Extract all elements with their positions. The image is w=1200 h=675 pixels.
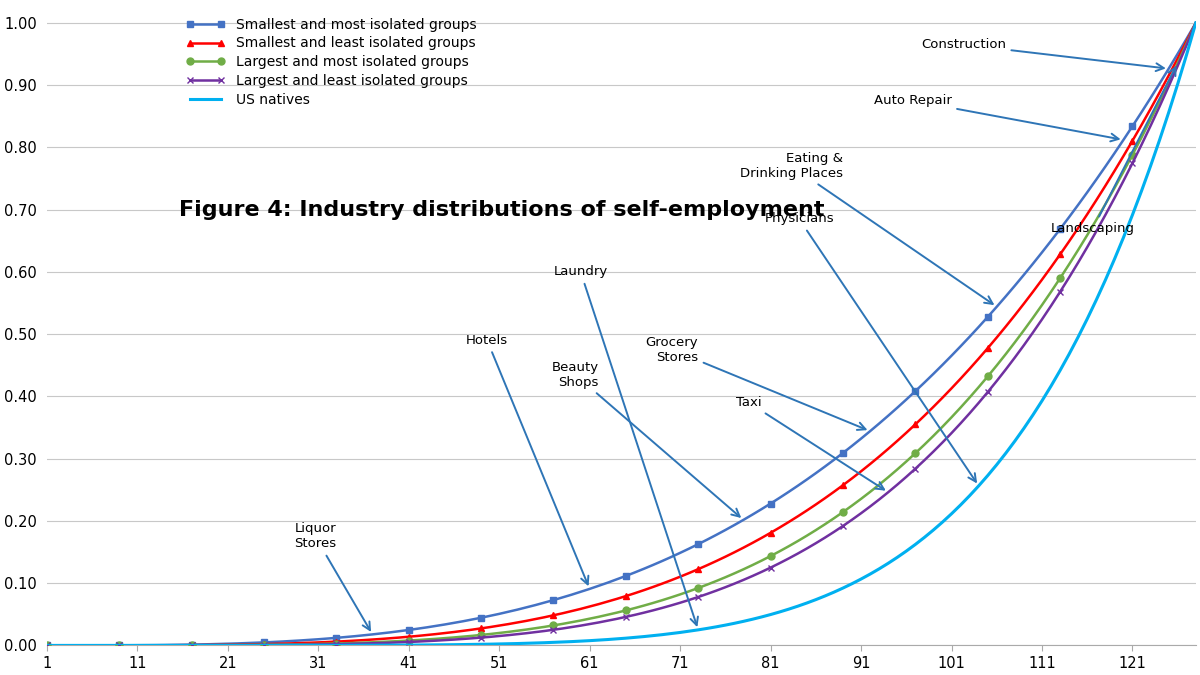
Text: Landscaping: Landscaping xyxy=(1051,68,1176,235)
US natives xyxy=(637,632,652,641)
Smallest and most isolated groups xyxy=(1189,19,1200,27)
Largest and least isolated groups xyxy=(464,634,479,643)
Text: Beauty
Shops: Beauty Shops xyxy=(552,360,739,516)
Smallest and least isolated groups xyxy=(510,618,524,626)
Smallest and most isolated groups xyxy=(320,634,335,643)
Largest and most isolated groups xyxy=(1189,19,1200,27)
Line: Largest and most isolated groups: Largest and most isolated groups xyxy=(43,20,1199,649)
Smallest and most isolated groups xyxy=(510,605,524,614)
Line: Smallest and least isolated groups: Smallest and least isolated groups xyxy=(43,20,1199,649)
Smallest and most isolated groups xyxy=(40,641,54,649)
Largest and most isolated groups xyxy=(637,601,652,610)
Largest and most isolated groups xyxy=(40,641,54,649)
Largest and most isolated groups xyxy=(1026,314,1040,322)
Text: Taxi: Taxi xyxy=(736,396,884,489)
Smallest and most isolated groups xyxy=(464,616,479,624)
Largest and most isolated groups xyxy=(320,640,335,648)
Largest and least isolated groups xyxy=(510,630,524,639)
Line: US natives: US natives xyxy=(47,23,1196,645)
Text: Physicians: Physicians xyxy=(764,213,976,482)
Smallest and most isolated groups xyxy=(1134,108,1148,116)
Smallest and most isolated groups xyxy=(1026,260,1040,268)
Text: Hotels: Hotels xyxy=(466,334,588,585)
Largest and most isolated groups xyxy=(1134,133,1148,141)
US natives xyxy=(464,641,479,649)
US natives xyxy=(1189,19,1200,27)
Largest and least isolated groups xyxy=(1189,19,1200,27)
Largest and least isolated groups xyxy=(320,641,335,649)
Largest and least isolated groups xyxy=(637,609,652,617)
Smallest and least isolated groups xyxy=(1026,288,1040,296)
Smallest and least isolated groups xyxy=(40,641,54,649)
Text: Construction: Construction xyxy=(920,38,1164,71)
Text: Auto Repair: Auto Repair xyxy=(874,95,1118,141)
Line: Smallest and most isolated groups: Smallest and most isolated groups xyxy=(43,20,1199,649)
US natives xyxy=(1026,411,1040,419)
Text: Liquor
Stores: Liquor Stores xyxy=(294,522,370,630)
Largest and least isolated groups xyxy=(40,641,54,649)
Smallest and least isolated groups xyxy=(1189,19,1200,27)
Smallest and least isolated groups xyxy=(464,626,479,634)
Largest and least isolated groups xyxy=(1134,140,1148,148)
Smallest and most isolated groups xyxy=(637,565,652,573)
Text: Eating &
Drinking Places: Eating & Drinking Places xyxy=(740,152,992,304)
Text: Figure 4: Industry distributions of self-employment: Figure 4: Industry distributions of self… xyxy=(179,200,824,220)
Largest and most isolated groups xyxy=(464,632,479,640)
Largest and least isolated groups xyxy=(1026,329,1040,337)
Legend: Smallest and most isolated groups, Smallest and least isolated groups, Largest a: Smallest and most isolated groups, Small… xyxy=(186,18,476,107)
US natives xyxy=(320,641,335,649)
US natives xyxy=(510,639,524,647)
Smallest and least isolated groups xyxy=(637,586,652,594)
Largest and most isolated groups xyxy=(510,626,524,634)
Text: Laundry: Laundry xyxy=(553,265,698,625)
US natives xyxy=(1134,187,1148,195)
Text: Grocery
Stores: Grocery Stores xyxy=(646,335,865,430)
Smallest and least isolated groups xyxy=(320,638,335,646)
Line: Largest and least isolated groups: Largest and least isolated groups xyxy=(43,20,1199,649)
US natives xyxy=(40,641,54,649)
Smallest and least isolated groups xyxy=(1134,121,1148,129)
